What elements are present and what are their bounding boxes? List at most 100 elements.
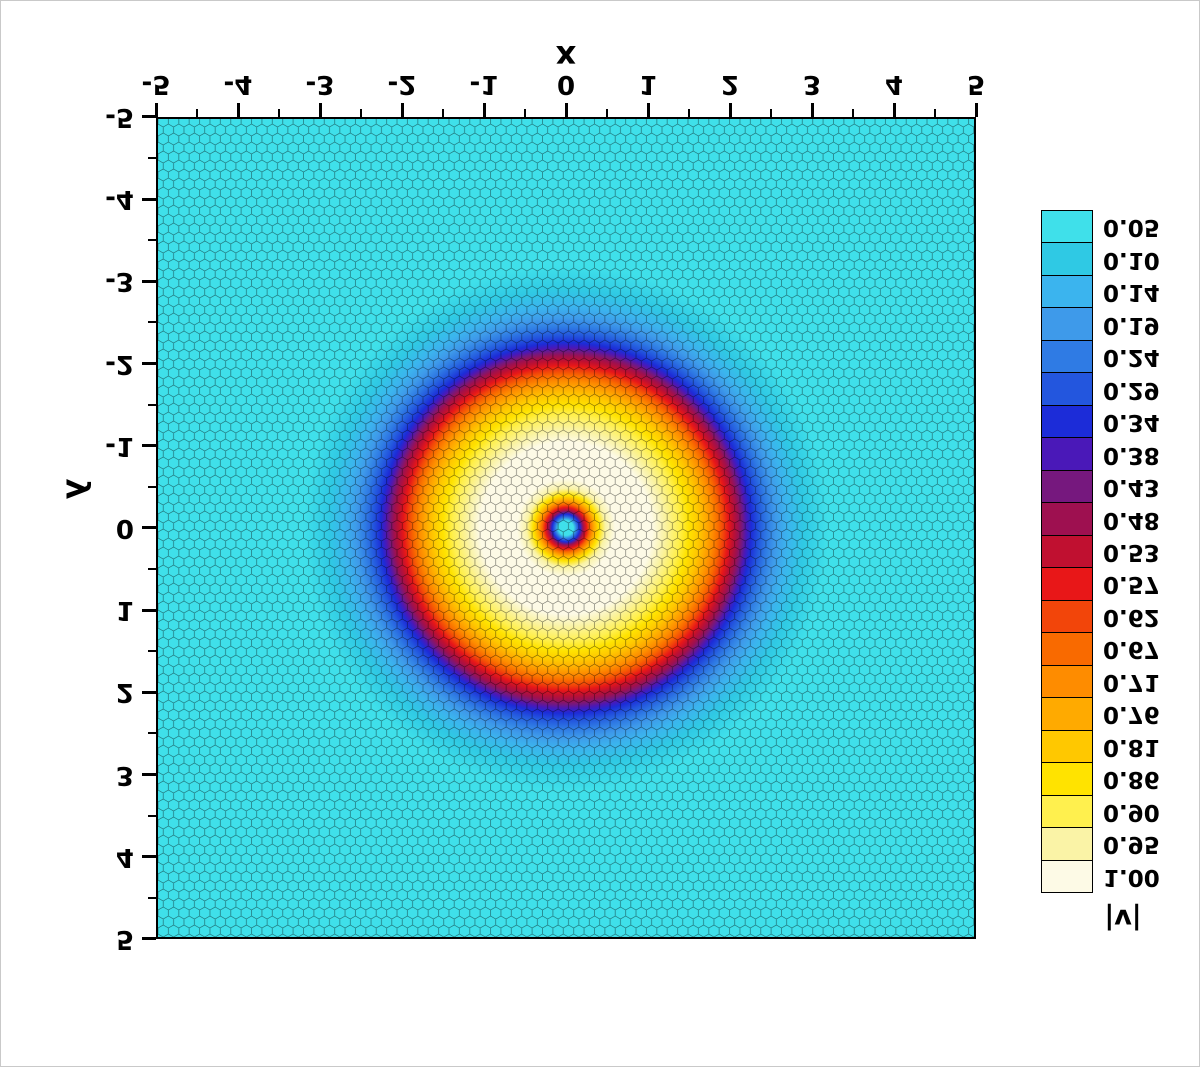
y-minor-tick [148,650,156,653]
colorbar-swatch [1041,795,1093,828]
colorbar-level-label: 0.71 [1103,669,1160,695]
colorbar-level-label: 0.29 [1103,377,1160,403]
colorbar-level-label: 0.48 [1103,507,1160,533]
x-tick-label: -2 [387,69,417,99]
colorbar-title: |v| [1104,903,1142,934]
y-major-tick [142,197,156,201]
y-minor-tick [148,896,156,899]
y-major-tick [142,526,156,530]
colorbar-swatch [1041,437,1093,471]
y-minor-tick [148,814,156,817]
colorbar-level-label: 0.05 [1103,214,1160,240]
y-minor-tick [148,485,156,488]
y-tick-label: -4 [105,184,134,215]
y-tick-label: 5 [115,924,134,954]
voronoi-mesh-overlay [158,119,974,937]
x-tick-label: -1 [469,69,499,99]
x-major-tick [974,103,978,117]
colorbar-level-label: 0.62 [1103,604,1160,630]
x-minor-tick [196,109,198,117]
y-major-tick [142,115,156,119]
y-tick-label: -3 [105,266,134,297]
colorbar-swatch [1041,567,1093,601]
x-tick-label: 4 [884,69,904,99]
colorbar-level-label: 0.38 [1103,442,1160,468]
colorbar-swatch [1041,470,1093,503]
y-major-tick [142,690,156,694]
y-minor-tick [148,157,156,160]
x-minor-tick [524,109,526,117]
colorbar-level-label: 0.14 [1103,279,1160,305]
x-tick-label: 5 [966,69,986,99]
y-tick-label: 4 [115,841,134,872]
colorbar-swatch [1041,762,1093,796]
x-tick-label: 3 [802,69,822,99]
y-major-tick [142,773,156,777]
colorbar-swatch [1041,372,1093,406]
colorbar-swatch [1041,405,1093,438]
colorbar-swatch [1041,730,1093,763]
colorbar-level-label: 0.76 [1103,701,1160,727]
colorbar-swatch [1041,275,1093,308]
colorbar-swatch [1041,502,1093,536]
x-tick-label: -5 [141,69,171,99]
colorbar-level-label: 0.19 [1103,312,1160,338]
colorbar-swatch [1041,632,1093,666]
x-minor-tick [770,109,772,117]
x-major-tick [482,103,486,117]
x-minor-tick [934,109,936,117]
x-major-tick [728,103,732,117]
colorbar-level-label: 0.34 [1103,409,1160,435]
x-tick-label: -4 [223,69,253,99]
colorbar-swatch [1041,340,1093,373]
y-major-tick [142,855,156,859]
plot-area [156,117,976,939]
colorbar-level-label: 0.86 [1103,766,1160,792]
colorbar-swatch [1041,600,1093,633]
y-axis-title: y [54,478,92,500]
x-major-tick [400,103,404,117]
y-tick-label: -2 [105,348,134,379]
mesh-pattern-fill [158,119,974,937]
x-tick-label: 0 [556,69,576,99]
colorbar-swatch [1041,210,1093,243]
colorbar-level-label: 0.81 [1103,734,1160,760]
y-tick-label: 0 [115,513,134,543]
colorbar-level-label: 0.95 [1103,831,1160,857]
colorbar-level-label: 0.53 [1103,539,1160,565]
y-minor-tick [148,321,156,324]
colorbar-level-label: 1.00 [1103,864,1160,890]
x-minor-tick [688,109,690,117]
x-major-tick [810,103,814,117]
colorbar-swatch [1041,307,1093,341]
colorbar-swatch [1041,242,1093,276]
colorbar-level-label: 0.10 [1103,247,1160,273]
y-minor-tick [148,403,156,406]
y-major-tick [142,362,156,366]
colorbar-level-label: 0.43 [1103,474,1160,500]
colorbar-level-label: 0.24 [1103,344,1160,370]
y-minor-tick [148,732,156,735]
colorbar-swatch [1041,860,1093,893]
y-minor-tick [148,568,156,571]
y-major-tick [142,937,156,941]
x-minor-tick [442,109,444,117]
y-tick-label: 1 [115,595,134,626]
x-minor-tick [606,109,608,117]
colorbar-swatch [1041,697,1093,731]
x-major-tick [318,103,322,117]
colorbar-level-label: 0.90 [1103,799,1160,825]
colorbar-swatch [1041,665,1093,698]
x-tick-label: 2 [720,69,740,99]
colorbar-swatch [1041,827,1093,861]
y-tick-label: 3 [115,759,134,790]
x-tick-label: 1 [638,69,658,99]
y-tick-label: -1 [105,430,134,461]
x-tick-label: -3 [305,69,335,99]
y-major-tick [142,444,156,448]
colorbar-swatch [1041,535,1093,568]
x-major-tick [236,103,240,117]
x-minor-tick [852,109,854,117]
